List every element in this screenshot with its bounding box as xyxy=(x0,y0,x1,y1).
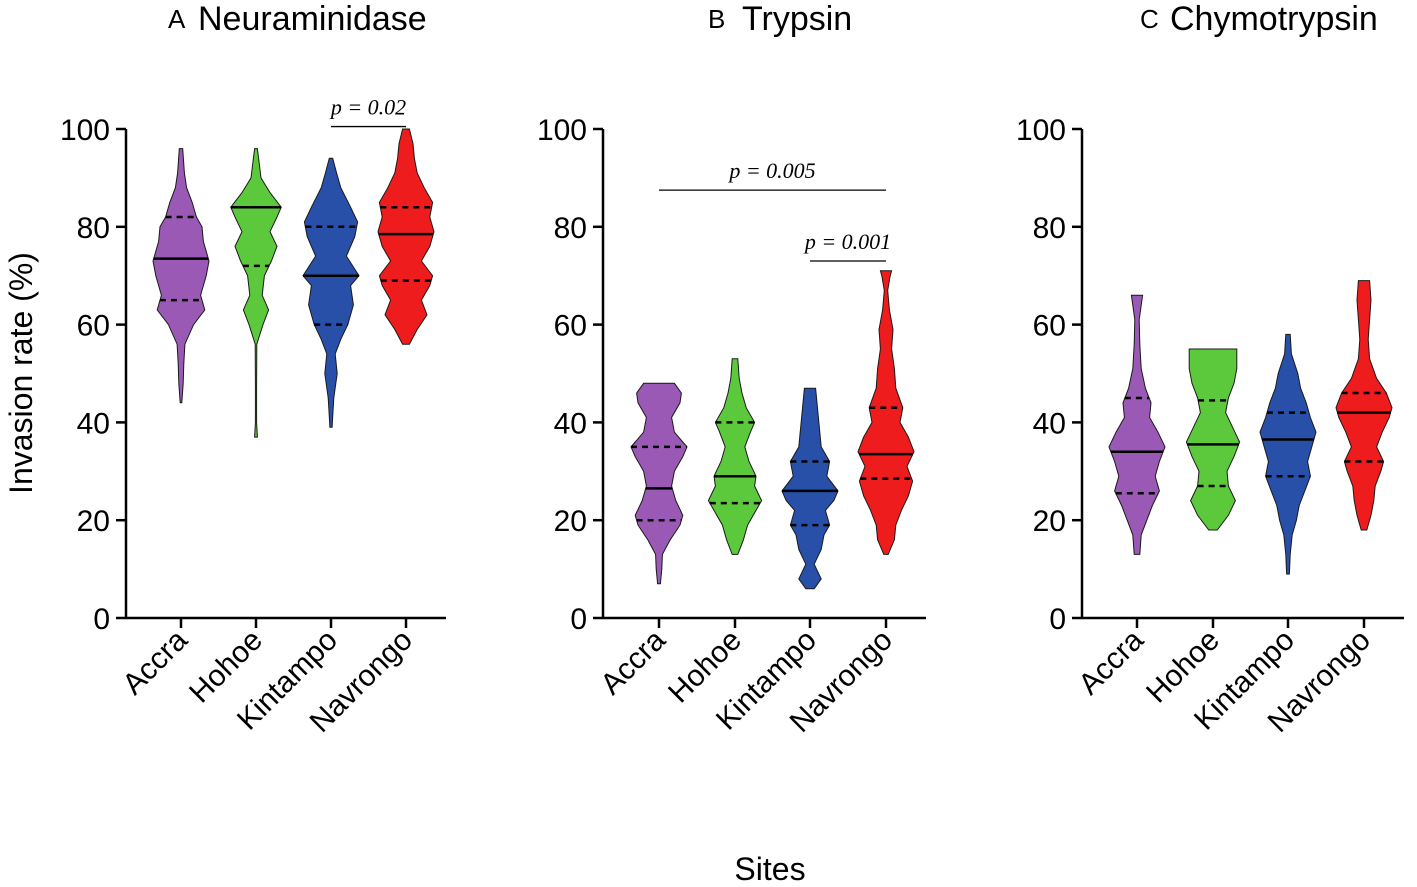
y-tick-label: 80 xyxy=(77,212,110,245)
violin-accra xyxy=(152,148,210,404)
panel-letter: C xyxy=(1140,4,1159,34)
violin-hohoe xyxy=(1185,348,1241,531)
violin-body xyxy=(230,148,282,438)
violin-hohoe xyxy=(707,358,763,555)
y-tick-label: 60 xyxy=(1033,310,1066,343)
violin-body xyxy=(1185,348,1241,531)
violin-body xyxy=(857,270,915,555)
y-tick-label: 80 xyxy=(554,212,587,245)
violin-body xyxy=(1335,280,1393,531)
p-value-label: p = 0.02 xyxy=(329,95,406,120)
category-label-accra: Accra xyxy=(116,623,194,701)
y-tick-label: 20 xyxy=(554,505,587,538)
y-tick-label: 0 xyxy=(1049,603,1066,636)
violin-navrongo xyxy=(1335,280,1393,531)
panel-c: C Chymotrypsin020406080100AccraHohoeKinta… xyxy=(1016,0,1404,739)
panel-a: A Neuraminidase020406080100AccraHohoeKint… xyxy=(60,0,446,739)
y-tick-label: 0 xyxy=(93,603,110,636)
violin-hohoe xyxy=(230,148,282,438)
violin-kintampo xyxy=(302,157,360,428)
panel-letter: B xyxy=(708,4,725,34)
y-tick-label: 60 xyxy=(554,310,587,343)
category-label-accra: Accra xyxy=(594,623,672,701)
y-tick-label: 100 xyxy=(60,114,110,147)
violin-accra xyxy=(630,382,688,585)
violin-body xyxy=(377,128,435,345)
x-axis-title: Sites xyxy=(734,851,805,887)
y-axis-title: Invasion rate (%) xyxy=(3,252,39,494)
panel-title: Trypsin xyxy=(742,0,852,38)
y-tick-label: 20 xyxy=(1033,505,1066,538)
y-tick-label: 40 xyxy=(554,407,587,440)
y-tick-label: 80 xyxy=(1033,212,1066,245)
violin-body xyxy=(707,358,763,555)
violin-body xyxy=(1108,294,1166,555)
y-tick-label: 100 xyxy=(537,114,587,147)
y-tick-label: 40 xyxy=(1033,407,1066,440)
y-tick-label: 60 xyxy=(77,310,110,343)
y-tick-label: 20 xyxy=(77,505,110,538)
category-label-accra: Accra xyxy=(1072,623,1150,701)
p-value-label: p = 0.001 xyxy=(803,229,891,254)
panel-b: B Trypsin020406080100AccraHohoeKintampoNa… xyxy=(537,0,926,739)
violin-body xyxy=(1259,333,1317,575)
violin-body xyxy=(781,387,839,590)
violin-body xyxy=(302,157,360,428)
p-value-label: p = 0.005 xyxy=(727,158,815,183)
violin-body xyxy=(152,148,210,404)
violin-kintampo xyxy=(781,387,839,590)
panel-title: Neuraminidase xyxy=(198,0,427,38)
y-tick-label: 0 xyxy=(570,603,587,636)
panel-letter: A xyxy=(168,4,186,34)
y-tick-label: 40 xyxy=(77,407,110,440)
violin-accra xyxy=(1108,294,1166,555)
violin-kintampo xyxy=(1259,333,1317,575)
violin-navrongo xyxy=(377,128,435,345)
violin-body xyxy=(630,382,688,585)
panel-title: Chymotrypsin xyxy=(1170,0,1378,38)
y-tick-label: 100 xyxy=(1016,114,1066,147)
violin-navrongo xyxy=(857,270,915,555)
